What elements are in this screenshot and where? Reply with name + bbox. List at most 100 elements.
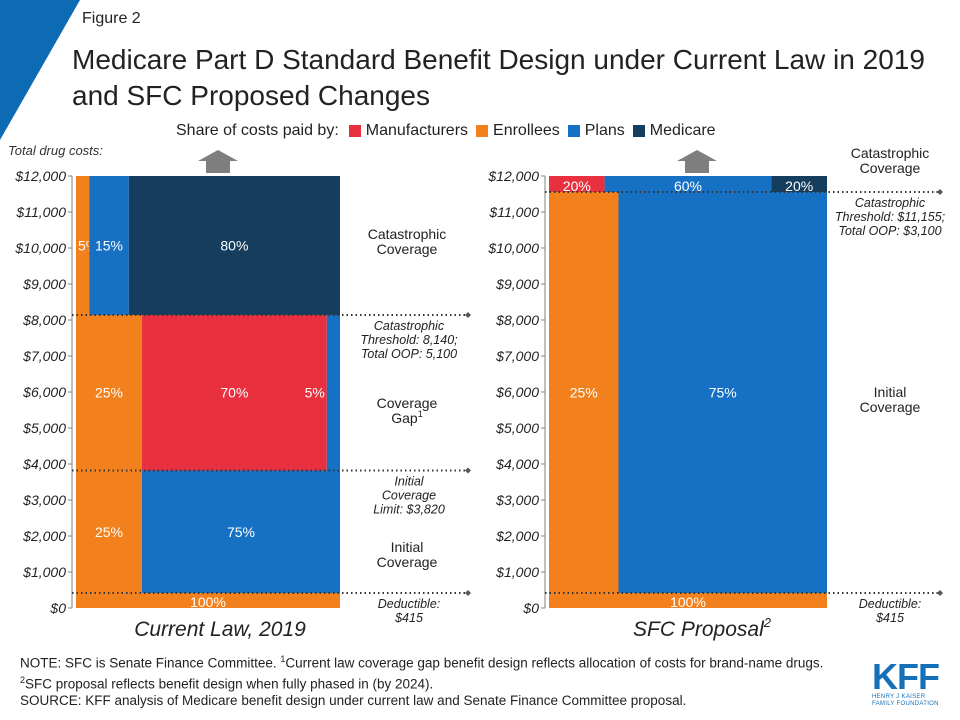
segment-label: 60% xyxy=(674,178,702,194)
note-text-c: SFC proposal reflects benefit design whe… xyxy=(25,676,434,691)
phase-label: Coverage xyxy=(377,241,438,257)
continuation-arrow-icon xyxy=(677,150,717,173)
total-drug-costs-label: Total drug costs: xyxy=(8,143,103,158)
threshold-label: Initial xyxy=(394,474,424,488)
phase-label-sup: 1 xyxy=(418,409,423,419)
segment-label: 25% xyxy=(95,385,123,401)
y-tick-label: $12,000 xyxy=(14,168,66,184)
segment-enrollees xyxy=(76,470,142,594)
legend-swatch-medicare xyxy=(632,125,645,137)
y-tick-label: $6,000 xyxy=(495,384,539,400)
threshold-label: $415 xyxy=(394,611,423,625)
y-tick-label: $10,000 xyxy=(487,240,539,256)
y-tick-label: $11,000 xyxy=(488,204,539,220)
threshold-label: Deductible: xyxy=(378,597,441,611)
segment-label: 25% xyxy=(570,385,598,401)
threshold-label: Coverage xyxy=(382,488,436,502)
legend-swatch-manufacturers xyxy=(348,125,361,137)
y-tick-label: $6,000 xyxy=(22,384,66,400)
threshold-label: $415 xyxy=(875,611,904,625)
bar-title: Current Law, 2019 xyxy=(134,618,306,641)
note-text-a: NOTE: SFC is Senate Finance Committee. xyxy=(20,655,281,671)
logo-sub-1: HENRY J KAISER xyxy=(872,694,926,700)
segment-label: 75% xyxy=(709,385,737,401)
legend-label-medicare: Medicare xyxy=(649,122,716,139)
kff-logo: KFF HENRY J KAISER FAMILY FOUNDATION xyxy=(872,656,948,712)
segment-label: 70% xyxy=(220,385,248,401)
y-tick-label: $5,000 xyxy=(495,420,539,436)
y-tick-label: $7,000 xyxy=(22,348,66,364)
y-tick-label: $1,000 xyxy=(22,564,66,580)
segment-label: 100% xyxy=(670,594,706,610)
y-tick-label: $0 xyxy=(522,600,539,616)
threshold-label: Total OOP: 5,100 xyxy=(361,347,457,361)
y-tick-label: $4,000 xyxy=(495,456,539,472)
legend-swatch-plans xyxy=(567,125,580,137)
segment-plans xyxy=(604,176,772,193)
note-sup-1: 1 xyxy=(280,654,286,664)
y-tick-label: $3,000 xyxy=(495,492,539,508)
y-tick-label: $12,000 xyxy=(487,168,539,184)
threshold-label: Catastrophic xyxy=(374,319,445,333)
chart-title: Medicare Part D Standard Benefit Design … xyxy=(72,44,925,111)
segment-plans xyxy=(142,470,340,594)
y-tick-label: $11,000 xyxy=(15,204,66,220)
figure-label: Figure 2 xyxy=(82,10,141,27)
legend-item-plans: Plans xyxy=(567,122,625,140)
phase-label: Coverage xyxy=(377,554,438,570)
corner-accent-triangle xyxy=(0,0,80,140)
legend-lead: Share of costs paid by: xyxy=(176,122,339,139)
phase-label: Initial xyxy=(874,384,907,400)
legend-item-manufacturers: Manufacturers xyxy=(348,122,469,140)
y-tick-label: $1,000 xyxy=(495,564,539,580)
phase-label: Coverage xyxy=(860,399,921,415)
continuation-arrow-icon xyxy=(198,150,238,173)
segment-label: 75% xyxy=(227,524,255,540)
phase-label: Gap1 xyxy=(391,409,422,426)
segment-label: 5% xyxy=(305,385,325,401)
segment-label: 25% xyxy=(95,524,123,540)
y-tick-label: $3,000 xyxy=(22,492,66,508)
threshold-marker xyxy=(465,311,471,318)
y-tick-label: $9,000 xyxy=(22,276,66,292)
source-line: SOURCE: KFF analysis of Medicare benefit… xyxy=(20,693,687,708)
segment-label: 15% xyxy=(95,237,123,253)
y-tick-label: $10,000 xyxy=(14,240,66,256)
y-tick-label: $4,000 xyxy=(22,456,66,472)
threshold-label: Limit: $3,820 xyxy=(373,502,445,516)
bar-title: SFC Proposal2 xyxy=(633,615,772,641)
notes: NOTE: SFC is Senate Finance Committee. 1… xyxy=(20,651,850,709)
segment-label: 20% xyxy=(785,178,813,194)
threshold-marker xyxy=(465,467,471,474)
segment-medicare xyxy=(771,176,827,193)
threshold-label: Threshold: $11,155; xyxy=(835,210,946,224)
segment-label: 100% xyxy=(190,594,226,610)
legend-swatch-enrollees xyxy=(476,125,489,137)
segment-medicare xyxy=(128,176,340,315)
segment-manufacturers xyxy=(142,314,327,471)
threshold-marker xyxy=(937,189,943,196)
segment-enrollees xyxy=(76,176,90,315)
segment-enrollees xyxy=(549,192,619,594)
logo-sub-2: FAMILY FOUNDATION xyxy=(872,701,939,707)
bar-title-sup: 2 xyxy=(763,615,772,630)
legend: Share of costs paid by: Manufacturers En… xyxy=(176,122,724,140)
threshold-label: Total OOP: $3,100 xyxy=(838,224,941,238)
note-sup-2: 2 xyxy=(20,674,26,685)
segment-plans xyxy=(89,176,129,315)
phase-label: Coverage xyxy=(377,395,438,411)
segment-enrollees xyxy=(549,593,827,608)
y-tick-label: $8,000 xyxy=(495,312,539,328)
legend-label-manufacturers: Manufacturers xyxy=(365,122,469,139)
y-tick-label: $0 xyxy=(49,600,66,616)
segment-plans xyxy=(618,192,827,594)
logo-text: KFF xyxy=(872,656,940,697)
segment-label: 80% xyxy=(220,237,248,253)
phase-label: Catastrophic xyxy=(368,226,447,242)
y-tick-label: $7,000 xyxy=(495,348,539,364)
y-tick-label: $9,000 xyxy=(495,276,539,292)
segment-plans xyxy=(326,314,340,471)
segment-label: 20% xyxy=(563,178,591,194)
legend-item-medicare: Medicare xyxy=(632,122,716,140)
benefit-design-chart: $0 $1,000 $2,000 $3,000 $4,000 $5,000 $6,000 $7… xyxy=(14,145,946,641)
